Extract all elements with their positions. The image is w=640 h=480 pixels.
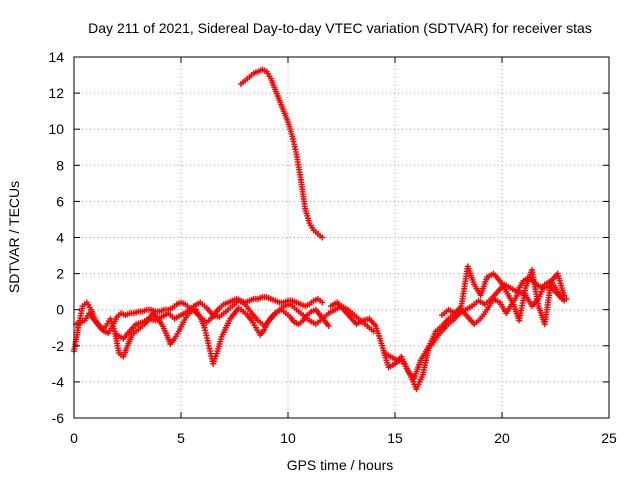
x-tick-label: 10 bbox=[280, 430, 296, 446]
y-axis-title: SDTVAR / TECUs bbox=[6, 181, 22, 293]
data-point bbox=[319, 299, 326, 306]
grid-lines bbox=[74, 57, 609, 418]
x-tick-label: 5 bbox=[177, 430, 185, 446]
y-tick-label: 0 bbox=[56, 302, 64, 318]
y-tick-label: 12 bbox=[48, 85, 64, 101]
data-point bbox=[319, 234, 326, 241]
data-points bbox=[71, 66, 570, 393]
x-tick-label: 20 bbox=[494, 430, 510, 446]
axis-ticks: 0 5 10 15 20 25 -6 -4 -2 0 2 4 6 8 10 12 14 bbox=[48, 49, 617, 446]
y-tick-label: 14 bbox=[48, 49, 64, 65]
y-tick-label: 6 bbox=[56, 193, 64, 209]
x-axis-title: GPS time / hours bbox=[287, 457, 394, 473]
x-tick-label: 25 bbox=[601, 430, 617, 446]
y-tick-label: 8 bbox=[56, 157, 64, 173]
y-tick-label: -2 bbox=[52, 338, 65, 354]
x-tick-label: 0 bbox=[70, 430, 78, 446]
y-tick-label: 10 bbox=[48, 121, 64, 137]
y-tick-label: 4 bbox=[56, 230, 64, 246]
chart-title: Day 211 of 2021, Sidereal Day-to-day VTE… bbox=[88, 20, 592, 36]
y-tick-label: -6 bbox=[52, 410, 65, 426]
y-tick-label: -4 bbox=[52, 374, 65, 390]
data-point bbox=[561, 297, 568, 304]
x-tick-label: 15 bbox=[387, 430, 403, 446]
data-point bbox=[561, 292, 568, 299]
y-tick-label: 2 bbox=[56, 266, 64, 282]
data-point bbox=[325, 322, 332, 329]
